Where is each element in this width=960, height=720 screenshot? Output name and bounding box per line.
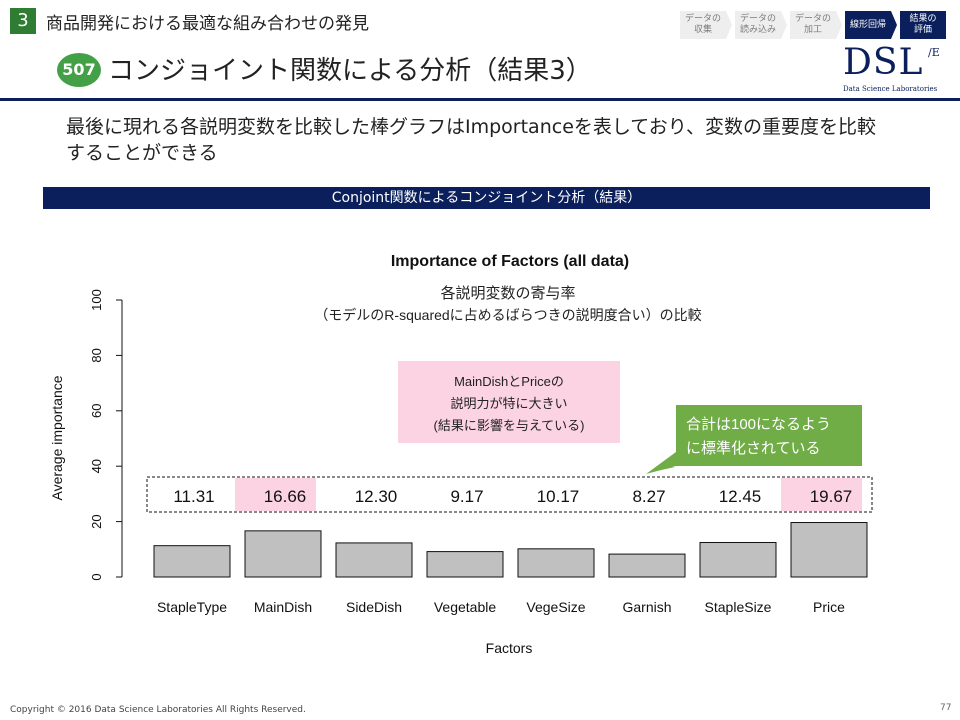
value-label: 12.30 <box>355 487 398 506</box>
chart-subtitle-line1: 各説明変数の寄与率 <box>440 284 575 302</box>
x-tick-label: StapleSize <box>705 599 772 615</box>
footer-copyright: Copyright © 2016 Data Science Laboratori… <box>10 705 306 715</box>
y-tick-label: 40 <box>89 459 104 473</box>
value-label: 11.31 <box>173 487 214 506</box>
chart-subtitle-line2: （モデルのR-squaredに占めるばらつきの説明度合い）の比較 <box>314 307 701 323</box>
section-title: 商品開発における最適な組み合わせの発見 <box>46 14 369 34</box>
callout-tail-icon <box>646 452 676 474</box>
bar-garnish <box>608 553 686 578</box>
callout-line2: に標準化されている <box>686 440 821 457</box>
x-tick-label: StapleType <box>157 599 227 615</box>
section-banner: Conjoint関数によるコンジョイント分析（結果） <box>43 187 930 209</box>
x-axis-tick-labels: StapleType MainDish SideDish Vegetable VegeS… <box>157 599 845 615</box>
lead-text: 最後に現れる各説明変数を比較した棒グラフはImportanceを表しており、変数… <box>66 116 876 164</box>
x-tick-label: VegeSize <box>526 599 585 615</box>
bar-price <box>790 522 868 578</box>
step-arrow-icon <box>726 11 732 39</box>
logo: DSL <box>843 42 924 83</box>
step-arrow-icon <box>836 11 842 39</box>
logo-superscript: /E <box>928 46 940 59</box>
x-tick-label: SideDish <box>346 599 402 615</box>
highlight-note-line2: 説明力が特に大きい <box>450 396 567 411</box>
value-label: 10.17 <box>537 487 580 506</box>
value-highlight-price <box>781 478 862 511</box>
logo-subtitle: Data Science Laboratories <box>843 85 938 93</box>
value-highlight-maindish <box>235 478 316 511</box>
section-number: 3 <box>10 8 36 34</box>
header-divider <box>0 98 960 101</box>
step-data-processing: データの 加工 <box>790 11 836 39</box>
y-tick-label: 0 <box>89 573 104 580</box>
value-label: 9.17 <box>450 487 483 506</box>
y-axis-label: Average importance <box>49 375 65 500</box>
bar-sidedish <box>335 542 413 578</box>
callout-line1: 合計は100になるよう <box>686 416 831 433</box>
bar-staplesize <box>699 542 777 578</box>
highlight-note-line3: (結果に影響を与えている) <box>433 418 584 433</box>
value-label: 16.66 <box>264 487 307 506</box>
highlight-note-line1: MainDishとPriceの <box>454 374 564 389</box>
x-tick-label: Price <box>813 599 845 615</box>
y-tick-label: 60 <box>89 404 104 418</box>
page-badge: 507 <box>57 53 101 87</box>
y-axis-ticks: 0 20 40 60 80 100 <box>89 289 122 581</box>
value-strip-border <box>146 476 873 513</box>
bar-vegetable <box>426 551 504 578</box>
y-tick-label: 100 <box>89 289 104 311</box>
step-arrow-icon <box>891 11 897 39</box>
bar-stapletype <box>153 545 231 578</box>
y-tick-label: 20 <box>89 514 104 528</box>
x-tick-label: Garnish <box>622 599 671 615</box>
page-title: コンジョイント関数による分析（結果3） <box>108 56 592 86</box>
bar-vegesize <box>517 548 595 578</box>
step-arrow-icon <box>781 11 787 39</box>
step-result-evaluation: 結果の 評価 <box>900 11 946 39</box>
bar-maindish <box>244 530 322 578</box>
step-data-loading: データの 読み込み <box>735 11 781 39</box>
bars <box>153 522 868 578</box>
x-tick-label: MainDish <box>254 599 312 615</box>
value-label: 19.67 <box>810 487 853 506</box>
y-tick-label: 80 <box>89 348 104 362</box>
value-label: 8.27 <box>632 487 665 506</box>
x-tick-label: Vegetable <box>434 599 496 615</box>
value-highlights <box>235 478 862 511</box>
chart-title: Importance of Factors (all data) <box>391 253 629 270</box>
page-number: 77 <box>940 703 952 713</box>
x-axis-label: Factors <box>486 640 533 656</box>
step-data-collection: データの 収集 <box>680 11 726 39</box>
callout-box <box>676 405 862 466</box>
step-linear-regression: 線形回帰 <box>845 11 891 39</box>
highlight-note-box <box>398 361 620 443</box>
value-label: 12.45 <box>719 487 762 506</box>
value-labels: 11.31 16.66 12.30 9.17 10.17 8.27 12.45 19.67 <box>173 487 852 506</box>
